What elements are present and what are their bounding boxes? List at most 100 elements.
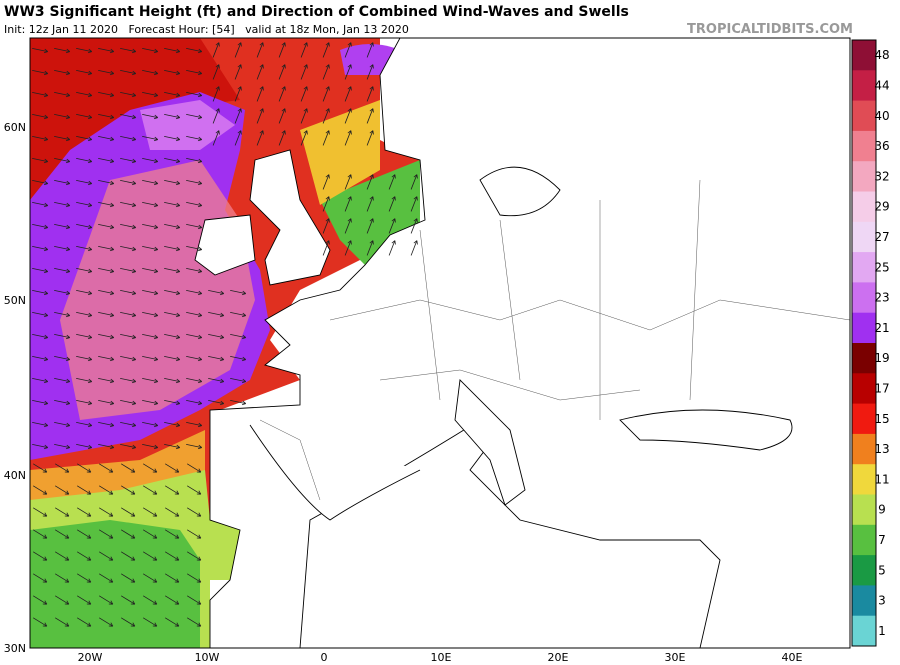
arrow bbox=[186, 378, 203, 384]
arrow bbox=[98, 378, 115, 384]
arrow bbox=[164, 114, 181, 120]
arrow bbox=[208, 356, 225, 362]
arrow bbox=[142, 290, 159, 296]
arrow bbox=[76, 246, 93, 252]
arrow bbox=[98, 573, 114, 583]
arrow bbox=[32, 617, 48, 627]
arrow bbox=[120, 312, 137, 318]
arrow bbox=[142, 334, 159, 340]
arrow bbox=[164, 422, 181, 428]
arrow bbox=[120, 202, 137, 208]
arrow bbox=[120, 70, 137, 76]
arrow bbox=[322, 64, 330, 80]
colorbar-label: 7 bbox=[878, 533, 886, 547]
arrow bbox=[120, 224, 137, 230]
arrow bbox=[120, 400, 137, 406]
arrow bbox=[256, 64, 264, 80]
arrow bbox=[54, 507, 70, 517]
arrow bbox=[322, 196, 330, 212]
arrow bbox=[76, 268, 93, 274]
arrow bbox=[186, 507, 202, 517]
arrow bbox=[230, 400, 247, 406]
arrow bbox=[256, 86, 264, 102]
arrow bbox=[32, 224, 49, 230]
colorbar-swatch bbox=[852, 312, 876, 344]
arrow bbox=[142, 224, 159, 230]
arrow bbox=[186, 463, 202, 473]
arrow bbox=[120, 334, 137, 340]
arrow bbox=[164, 356, 181, 362]
arrow bbox=[212, 108, 220, 124]
arrow bbox=[164, 136, 181, 142]
arrow bbox=[54, 422, 71, 428]
arrow bbox=[142, 422, 159, 428]
colorbar-label: 1 bbox=[878, 624, 886, 638]
arrow bbox=[322, 86, 330, 102]
arrow bbox=[98, 158, 115, 164]
ireland bbox=[194, 214, 256, 276]
arrow bbox=[120, 246, 137, 252]
arrow bbox=[322, 42, 330, 58]
arrow bbox=[164, 246, 181, 252]
colorbar-swatch bbox=[852, 373, 876, 405]
colorbar-label: 21 bbox=[874, 321, 889, 335]
arrow bbox=[142, 444, 159, 450]
colorbar-swatch bbox=[852, 585, 876, 617]
arrow bbox=[98, 268, 115, 274]
arrow bbox=[120, 529, 136, 539]
arrow bbox=[164, 48, 181, 54]
arrow bbox=[76, 224, 93, 230]
arrow bbox=[98, 48, 115, 54]
arrow bbox=[54, 202, 71, 208]
arrow bbox=[366, 86, 374, 102]
arrow bbox=[54, 246, 71, 252]
arrow bbox=[120, 92, 137, 98]
colorbar-swatch bbox=[852, 130, 876, 162]
arrow bbox=[186, 444, 203, 450]
arrow bbox=[388, 240, 396, 256]
arrow bbox=[164, 158, 181, 164]
arrow bbox=[366, 42, 374, 58]
longitude-label: 20W bbox=[78, 651, 103, 664]
arrow bbox=[98, 70, 115, 76]
arrow bbox=[344, 42, 352, 58]
colorbar-swatch bbox=[852, 494, 876, 526]
med-coast bbox=[249, 424, 421, 521]
arrow bbox=[32, 356, 49, 362]
arrow bbox=[300, 130, 308, 146]
arrow bbox=[186, 573, 202, 583]
arrow bbox=[208, 378, 225, 384]
italy bbox=[454, 379, 526, 506]
arrow bbox=[54, 312, 71, 318]
latitude-label: 30N bbox=[4, 642, 26, 655]
colorbar-label: 40 bbox=[874, 109, 889, 123]
arrow bbox=[212, 64, 220, 80]
arrow bbox=[164, 444, 181, 450]
arrow bbox=[54, 356, 71, 362]
arrow bbox=[164, 463, 180, 473]
arrow bbox=[76, 463, 92, 473]
arrow bbox=[300, 64, 308, 80]
arrow bbox=[186, 529, 202, 539]
arrow bbox=[32, 485, 48, 495]
colorbar-swatch bbox=[852, 615, 876, 647]
arrow bbox=[164, 551, 180, 561]
great-britain bbox=[249, 149, 331, 286]
arrow bbox=[164, 485, 180, 495]
arrow bbox=[164, 92, 181, 98]
arrow bbox=[54, 48, 71, 54]
arrow bbox=[186, 334, 203, 340]
colorbar-label: 17 bbox=[874, 381, 889, 395]
arrow bbox=[164, 180, 181, 186]
arrow bbox=[366, 64, 374, 80]
arrow bbox=[186, 224, 203, 230]
arrow bbox=[120, 422, 137, 428]
arrow bbox=[32, 463, 48, 473]
black-sea bbox=[619, 409, 793, 451]
arrow bbox=[98, 485, 114, 495]
arrow bbox=[164, 290, 181, 296]
arrow bbox=[142, 378, 159, 384]
arrow bbox=[98, 529, 114, 539]
arrow bbox=[234, 64, 242, 80]
